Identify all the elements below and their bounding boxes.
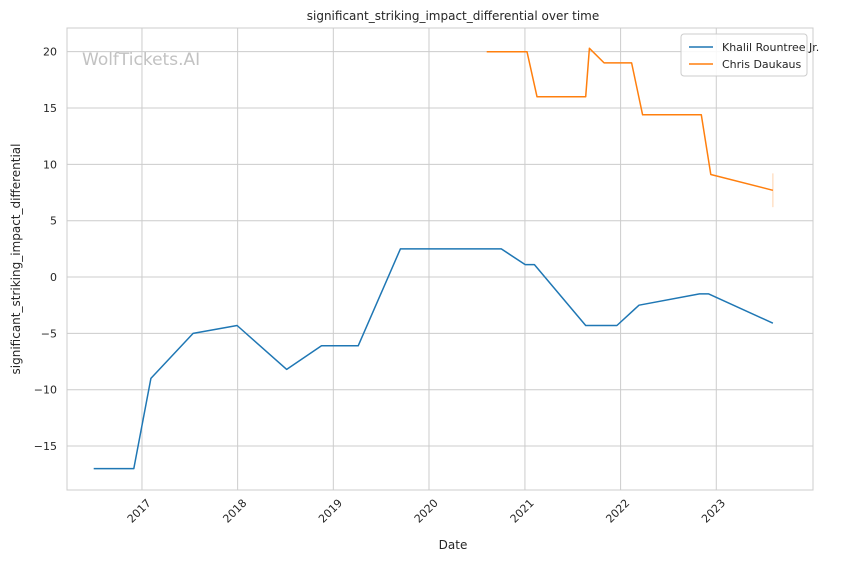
series-line-0 — [93, 248, 774, 470]
x-tick-label: 2023 — [699, 497, 728, 526]
y-tick-label: 5 — [50, 215, 57, 228]
plot-area — [67, 28, 813, 490]
series-line-1 — [486, 47, 774, 192]
legend-label-khalil: Khalil Rountree Jr. — [722, 41, 819, 54]
y-axis-label: significant_striking_impact_differential — [9, 144, 23, 375]
x-axis-label: Date — [439, 538, 468, 552]
x-tick-label: 2017 — [125, 497, 154, 526]
x-tick-label: 2021 — [508, 497, 537, 526]
x-tick-label: 2019 — [316, 497, 345, 526]
y-tick-label: 20 — [43, 46, 57, 59]
y-tick-labels: −15 −10 −5 0 5 10 15 20 — [34, 46, 57, 453]
plot-frame — [66, 27, 814, 491]
watermark: WolfTickets.AI — [82, 50, 200, 70]
y-tick-label: −5 — [41, 327, 57, 340]
legend-label-chris: Chris Daukaus — [722, 58, 802, 71]
y-tick-label: 10 — [43, 158, 57, 171]
x-tick-label: 2020 — [412, 497, 441, 526]
grid — [67, 28, 813, 490]
legend: Khalil Rountree Jr. Chris Daukaus — [680, 33, 819, 77]
y-tick-label: 0 — [50, 271, 57, 284]
y-tick-label: 15 — [43, 102, 57, 115]
series-layer — [93, 47, 774, 470]
y-tick-label: −10 — [34, 384, 57, 397]
legend-box — [680, 33, 808, 77]
chart-title: significant_striking_impact_differential… — [307, 9, 599, 23]
x-tick-label: 2022 — [603, 497, 632, 526]
x-tick-labels: 2017 2018 2019 2020 2021 2022 2023 — [125, 497, 728, 526]
x-tick-label: 2018 — [220, 497, 249, 526]
y-tick-label: −15 — [34, 440, 57, 453]
